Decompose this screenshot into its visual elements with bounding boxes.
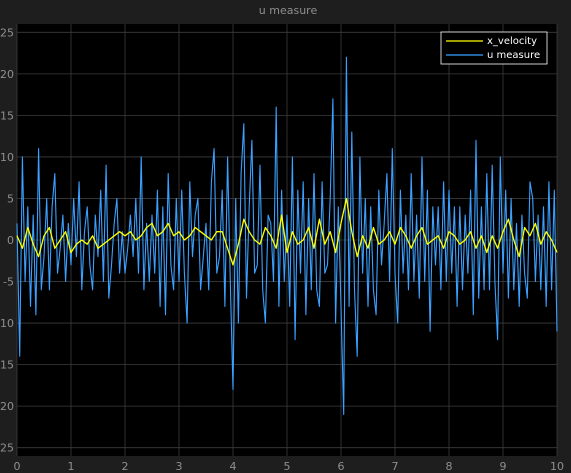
x-tick-label: 9 <box>500 460 507 473</box>
x-tick-label: 6 <box>338 460 345 473</box>
legend[interactable]: x_velocity u measure <box>440 31 548 65</box>
x-tick-label: 2 <box>122 460 129 473</box>
x-tick-label: 4 <box>230 460 237 473</box>
x-tick-label: 1 <box>68 460 75 473</box>
y-tick-label: 5 <box>7 192 14 205</box>
y-tick-label: -25 <box>0 442 14 455</box>
x-tick-label: 10 <box>550 460 564 473</box>
y-tick-label: -15 <box>0 359 14 372</box>
x-tick-label: 3 <box>176 460 183 473</box>
x-tick-labels: 0 1 2 3 4 5 6 7 8 9 10 <box>14 460 565 473</box>
y-tick-label: 25 <box>0 26 14 39</box>
y-tick-label: -20 <box>0 400 14 413</box>
y-tick-label: -10 <box>0 317 14 330</box>
y-tick-label: 0 <box>7 234 14 247</box>
series-line-x-velocity <box>16 197 558 266</box>
x-tick-label: 0 <box>14 460 21 473</box>
y-tick-label: 15 <box>0 109 14 122</box>
series-layer <box>16 56 558 416</box>
series-line-u-measure <box>16 56 558 416</box>
chart-title: u measure <box>259 4 318 17</box>
x-tick-label: 8 <box>446 460 453 473</box>
y-tick-label: 20 <box>0 68 14 81</box>
y-tick-label: -5 <box>3 276 14 289</box>
x-tick-label: 7 <box>392 460 399 473</box>
y-tick-labels: -25 -20 -15 -10 -5 0 5 10 15 20 25 <box>0 26 14 454</box>
grid-lines <box>16 24 558 456</box>
legend-label-u-measure: u measure <box>487 50 540 61</box>
x-tick-label: 5 <box>284 460 291 473</box>
legend-label-x-velocity: x_velocity <box>487 36 537 47</box>
y-tick-label: 10 <box>0 151 14 164</box>
legend-box <box>440 31 548 65</box>
